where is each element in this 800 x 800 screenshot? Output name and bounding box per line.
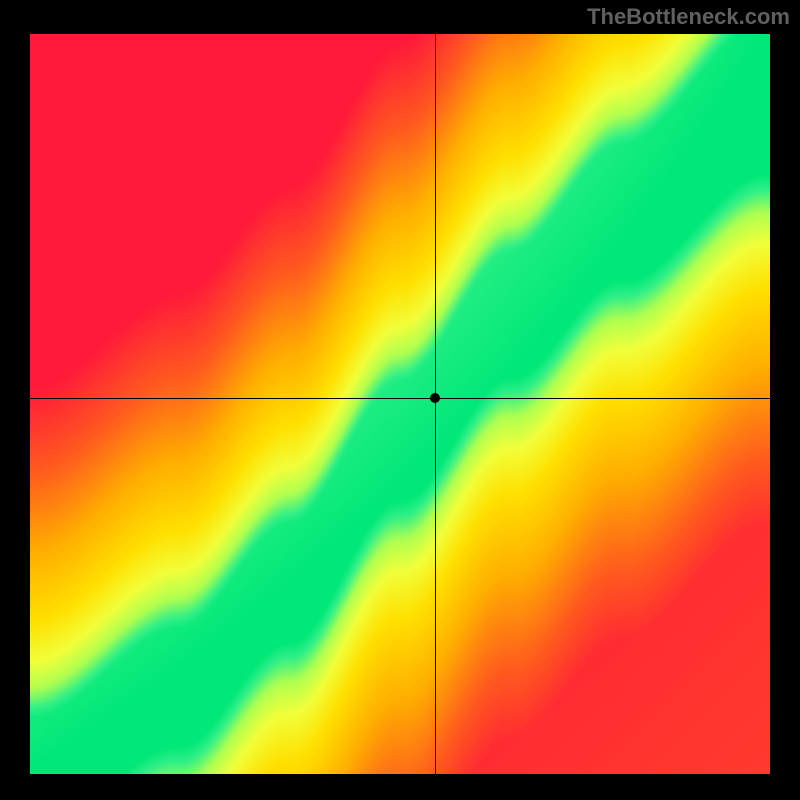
figure-container: TheBottleneck.com (0, 0, 800, 800)
data-point-marker (430, 393, 440, 403)
plot-area (30, 34, 770, 774)
crosshair-horizontal (30, 398, 770, 399)
heatmap-canvas (30, 34, 770, 774)
watermark-text: TheBottleneck.com (587, 4, 790, 30)
crosshair-vertical (435, 34, 436, 774)
